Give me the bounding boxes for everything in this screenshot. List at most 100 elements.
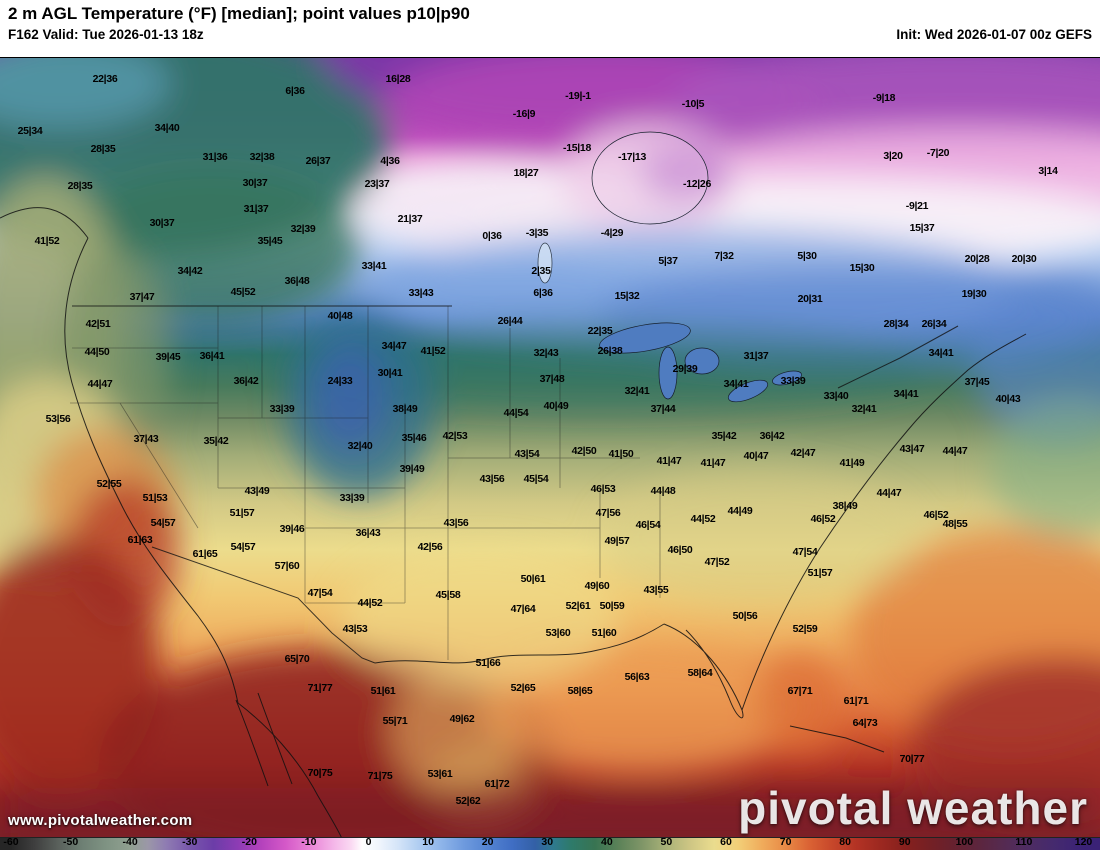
watermark-url: www.pivotalweather.com xyxy=(8,812,193,829)
point-value: 45|54 xyxy=(523,473,549,485)
point-value: 49|62 xyxy=(449,713,475,725)
point-value: 41|47 xyxy=(656,455,682,467)
point-value: 42|50 xyxy=(571,445,597,457)
point-value: 31|37 xyxy=(243,203,269,215)
point-value: 26|38 xyxy=(597,345,623,357)
point-value: 34|41 xyxy=(723,378,749,390)
colorbar-tick: -30 xyxy=(182,836,198,848)
colorbar-tick: -40 xyxy=(122,836,138,848)
point-value: 18|27 xyxy=(513,167,539,179)
point-value: 50|61 xyxy=(520,573,546,585)
coastlines xyxy=(0,207,1027,839)
point-value: 36|42 xyxy=(759,430,785,442)
point-value: 51|66 xyxy=(475,657,501,669)
point-value: 47|54 xyxy=(792,546,818,558)
point-value: 36|41 xyxy=(199,350,225,362)
point-value: 32|43 xyxy=(533,347,559,359)
point-value: 54|57 xyxy=(150,517,176,529)
point-value: 44|50 xyxy=(84,346,110,358)
point-value: 6|36 xyxy=(285,85,305,97)
point-value: 51|60 xyxy=(591,627,617,639)
point-value: -9|21 xyxy=(905,200,929,212)
point-value: 37|44 xyxy=(650,403,676,415)
point-value: 46|54 xyxy=(635,519,661,531)
point-value: 53|61 xyxy=(427,768,453,780)
point-value: 52|59 xyxy=(792,623,818,635)
point-value: 43|47 xyxy=(899,443,925,455)
point-value: 58|64 xyxy=(687,667,713,679)
point-value: 45|58 xyxy=(435,589,461,601)
point-value: 41|52 xyxy=(420,345,446,357)
point-value: 71|77 xyxy=(307,682,333,694)
point-value: 43|56 xyxy=(479,473,505,485)
point-value: 40|43 xyxy=(995,393,1021,405)
point-value: 26|34 xyxy=(921,318,947,330)
point-values-layer: 22|36 6|36 16|28 -16|9 -19|-1 -10|5 -9|18 25|34… xyxy=(0,58,1100,839)
point-value: 39|45 xyxy=(155,351,181,363)
colorbar-tick: -50 xyxy=(63,836,79,848)
point-value: 53|56 xyxy=(45,413,71,425)
point-value: 52|55 xyxy=(96,478,122,490)
point-value: 20|28 xyxy=(964,253,990,265)
point-value: -7|20 xyxy=(926,147,950,159)
point-value: 53|60 xyxy=(545,627,571,639)
point-value: 16|28 xyxy=(385,73,411,85)
point-value: 22|35 xyxy=(587,325,613,337)
header: 2 m AGL Temperature (°F) [median]; point… xyxy=(0,0,1100,57)
page-title: 2 m AGL Temperature (°F) [median]; point… xyxy=(8,4,470,23)
point-value: -16|9 xyxy=(512,108,536,120)
point-value: 35|45 xyxy=(257,235,283,247)
point-value: 15|30 xyxy=(849,262,875,274)
point-value: 65|70 xyxy=(284,653,310,665)
point-value: 41|49 xyxy=(839,457,865,469)
point-value: 45|52 xyxy=(230,286,256,298)
point-value: 40|48 xyxy=(327,310,353,322)
point-value: 70|77 xyxy=(899,753,925,765)
lakes xyxy=(537,131,802,403)
country-borders xyxy=(72,305,959,664)
point-value: 25|34 xyxy=(17,125,43,137)
colorbar-tick: 80 xyxy=(839,836,851,848)
point-value: 6|36 xyxy=(533,287,553,299)
point-value: 32|38 xyxy=(249,151,275,163)
point-value: -10|5 xyxy=(681,98,705,110)
colorbar-tick: 60 xyxy=(720,836,732,848)
point-value: 32|40 xyxy=(347,440,373,452)
point-value: 51|57 xyxy=(807,567,833,579)
colorbar-tick: 110 xyxy=(1015,836,1033,848)
point-value: -9|18 xyxy=(872,92,896,104)
point-value: 34|41 xyxy=(928,347,954,359)
point-value: 39|46 xyxy=(279,523,305,535)
point-value: 49|60 xyxy=(584,580,610,592)
point-value: 46|50 xyxy=(667,544,693,556)
state-borders xyxy=(70,306,661,660)
point-value: 43|53 xyxy=(342,623,368,635)
colorbar-tick: 20 xyxy=(481,836,494,848)
point-value: 30|41 xyxy=(377,367,403,379)
point-value: 35|46 xyxy=(401,432,427,444)
point-value: 20|31 xyxy=(797,293,823,305)
point-value: 41|50 xyxy=(608,448,634,460)
point-value: 42|56 xyxy=(417,541,443,553)
point-value: 34|40 xyxy=(154,122,180,134)
point-value: 35|42 xyxy=(711,430,737,442)
point-value: 32|41 xyxy=(624,385,650,397)
point-value: 42|47 xyxy=(790,447,816,459)
point-value: 61|65 xyxy=(192,548,218,560)
point-value: 24|33 xyxy=(327,375,353,387)
colorbar-tick: 70 xyxy=(779,836,792,848)
point-value: 19|30 xyxy=(961,288,987,300)
point-value: 20|30 xyxy=(1011,253,1037,265)
point-value: 61|72 xyxy=(484,778,510,790)
point-value: 44|47 xyxy=(876,487,902,499)
colorbar-tick: 50 xyxy=(660,836,673,848)
point-value: 70|75 xyxy=(307,767,333,779)
point-value: 57|60 xyxy=(274,560,300,572)
point-value: 5|30 xyxy=(797,250,817,262)
point-value: 43|55 xyxy=(643,584,669,596)
point-value: 47|52 xyxy=(704,556,730,568)
point-value: 33|43 xyxy=(408,287,434,299)
point-value: 38|49 xyxy=(832,500,858,512)
point-value: 36|43 xyxy=(355,527,381,539)
point-value: 33|39 xyxy=(339,492,365,504)
